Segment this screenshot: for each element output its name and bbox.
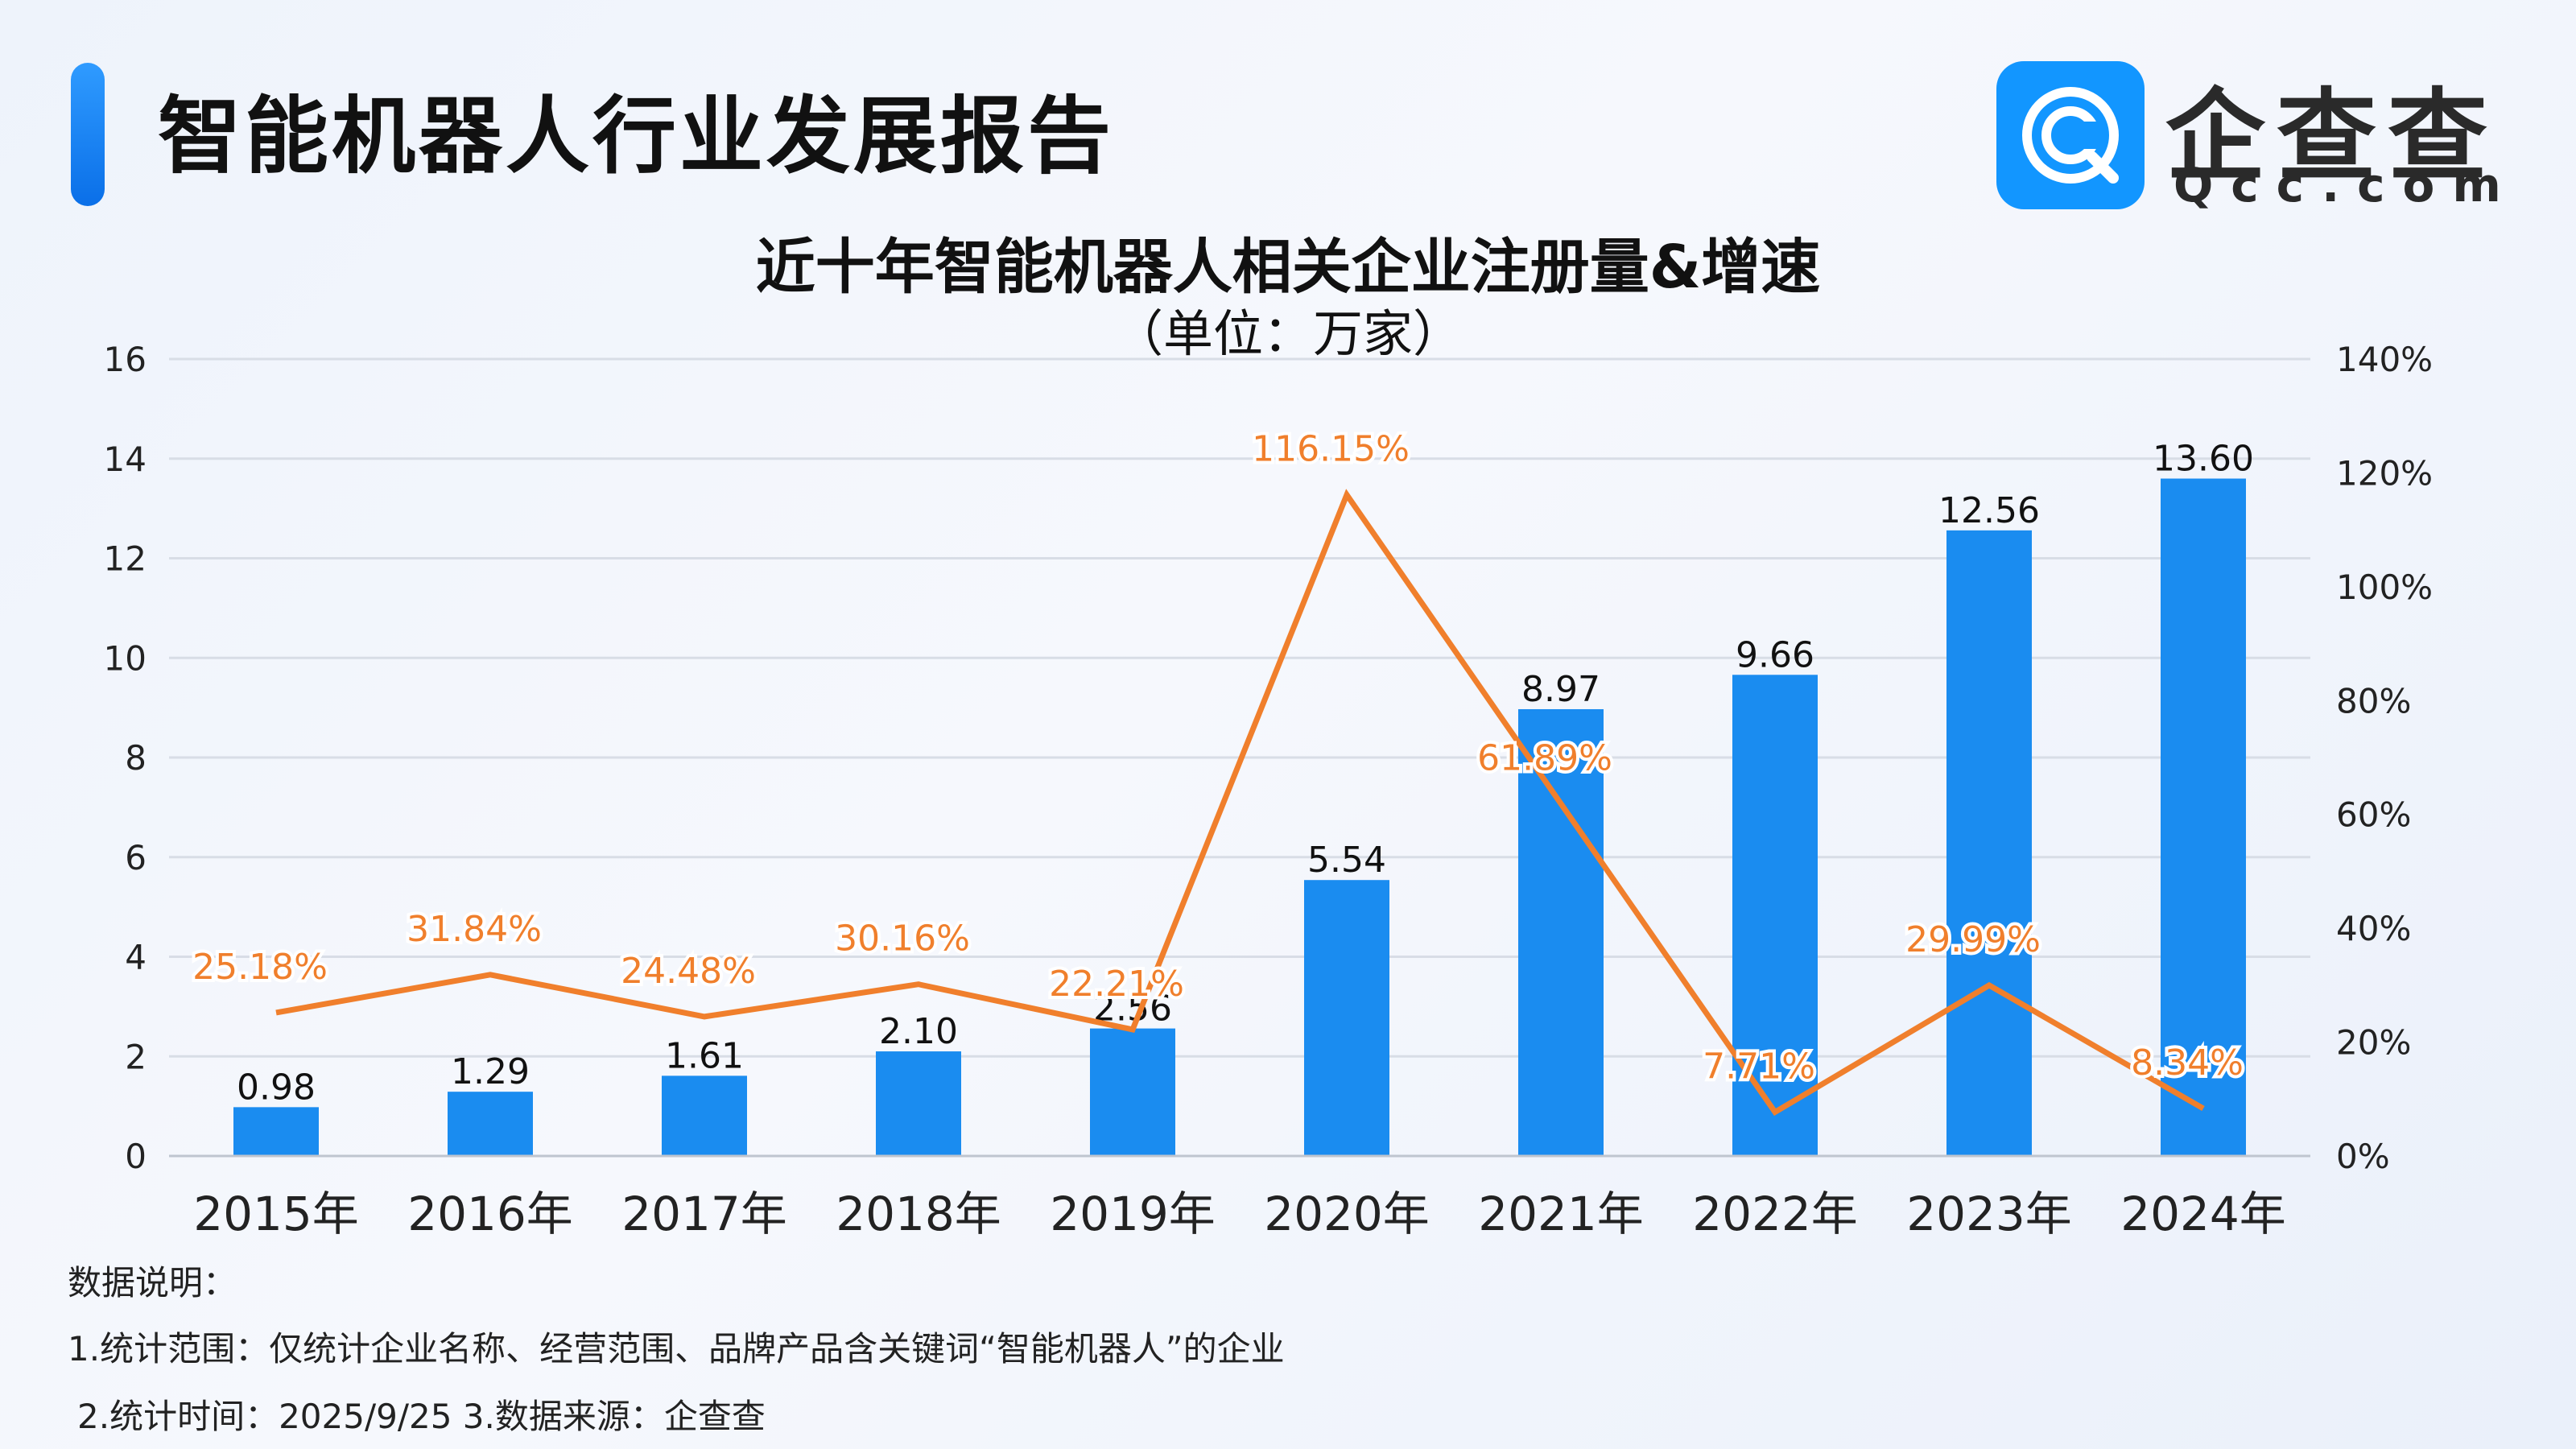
y-left-tick-label: 12 [104,539,147,579]
x-tick-label: 2017年 [621,1187,787,1241]
logo-domain: Qcc.com [2174,158,2519,213]
y-right-tick-label: 40% [2336,909,2411,948]
bar [448,1092,533,1156]
bar-value-label: 2.10 [879,1011,958,1052]
growth-value-label: 29.99% [1905,919,2041,960]
x-tick-label: 2024年 [2120,1187,2286,1241]
x-tick-label: 2015年 [193,1187,359,1241]
growth-value-label: 116.15% [1252,429,1410,470]
bar [233,1107,319,1156]
growth-value-label: 8.34% [2131,1042,2244,1084]
x-tick-label: 2020年 [1264,1187,1430,1241]
y-left-tick-label: 16 [104,340,147,379]
x-tick-label: 2019年 [1050,1187,1216,1241]
growth-line [275,489,2205,1117]
y-right-tick-label: 60% [2336,795,2411,835]
bar-value-label: 8.97 [1521,669,1600,710]
growth-value-label: 25.18% [192,947,328,988]
qcc-logo-icon [1996,61,2145,209]
y-right-tick-label: 120% [2336,453,2433,493]
bar-value-label: 1.29 [451,1051,530,1092]
bar [1304,880,1389,1156]
y-left-tick-label: 14 [104,440,147,479]
bar [2161,478,2246,1156]
notes-heading: 数据说明： [68,1263,237,1302]
x-tick-label: 2018年 [836,1187,1001,1241]
y-left-tick-label: 0 [125,1137,147,1176]
growth-value-label: 31.84% [407,909,542,950]
growth-value-label: 7.71% [1703,1046,1815,1087]
bar [1946,530,2032,1156]
chart-subtitle: （单位：万家） [1113,304,1463,363]
chart-title: 近十年智能机器人相关企业注册量&增速 [755,233,1821,302]
bar-value-label: 0.98 [237,1067,316,1108]
y-left-tick-label: 8 [125,738,147,778]
report-title: 智能机器人行业发展报告 [158,87,1115,185]
growth-value-label: 22.21% [1049,964,1184,1005]
x-tick-label: 2022年 [1692,1187,1858,1241]
bar [876,1051,961,1156]
logo-name: 企查查 [2165,79,2500,195]
y-left-tick-label: 2 [125,1037,147,1076]
bar [1518,708,1604,1156]
bar-value-label: 9.66 [1736,634,1814,675]
y-right-tick-label: 0% [2336,1137,2390,1176]
bar-value-label: 13.60 [2153,439,2254,480]
bar-value-label: 5.54 [1307,840,1386,881]
notes-scope: 1.统计范围：仅统计企业名称、经营范围、品牌产品含关键词“智能机器人”的企业 [68,1329,1285,1368]
y-left-tick-label: 6 [125,838,147,877]
y-left-tick-label: 4 [125,938,147,977]
x-tick-label: 2023年 [1906,1187,2072,1241]
growth-value-label: 24.48% [621,951,756,992]
bar-value-label: 1.61 [665,1035,744,1076]
growth-value-label: 30.16% [835,919,970,960]
title-accent-bar [71,63,105,206]
notes-time-source: 2.统计时间：2025/9/25 3.数据来源：企查查 [77,1397,766,1436]
growth-value-label: 61.89% [1477,737,1612,778]
bar-value-label: 12.56 [1938,490,2040,531]
y-right-tick-label: 80% [2336,681,2411,720]
x-tick-label: 2016年 [407,1187,573,1241]
y-left-tick-label: 10 [104,638,147,678]
bar [662,1075,747,1156]
x-tick-label: 2021年 [1478,1187,1644,1241]
bar [1090,1028,1175,1156]
y-right-tick-label: 20% [2336,1023,2411,1063]
y-right-tick-label: 140% [2336,340,2433,379]
y-right-tick-label: 100% [2336,568,2433,607]
